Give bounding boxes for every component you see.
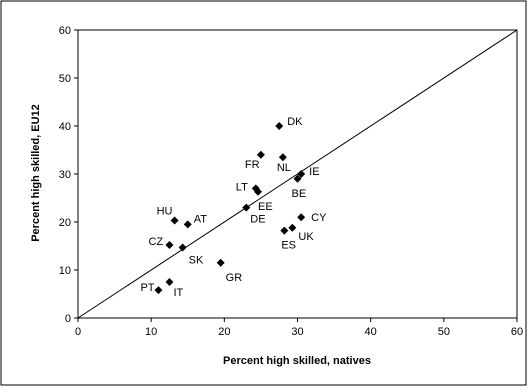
- data-point-ie: [297, 170, 306, 178]
- data-point-nl: [278, 153, 287, 162]
- point-label-cy: CY: [311, 212, 327, 224]
- point-label-at: AT: [194, 213, 208, 225]
- data-point-lt: [251, 184, 260, 193]
- point-label-it: IT: [173, 287, 183, 299]
- point-label-uk: UK: [298, 231, 314, 243]
- x-tick-label: 60: [511, 326, 523, 338]
- data-point-es: [280, 226, 289, 235]
- data-point-cz: [165, 241, 174, 250]
- y-tick-label: 40: [59, 121, 71, 133]
- point-label-pt: PT: [140, 282, 154, 294]
- data-point-hu: [170, 216, 179, 225]
- point-label-sk: SK: [189, 254, 204, 266]
- y-tick-label: 0: [65, 313, 71, 325]
- x-tick-label: 50: [438, 326, 450, 338]
- y-axis-title: Percent high skilled, EU12: [30, 104, 42, 242]
- data-point-dk: [275, 122, 284, 130]
- point-label-cz: CZ: [148, 236, 163, 248]
- x-axis-title: Percent high skilled, natives: [223, 355, 371, 367]
- point-label-dk: DK: [287, 116, 303, 128]
- y-tick-label: 30: [59, 169, 71, 181]
- data-point-de: [242, 203, 251, 212]
- y-tick-label: 60: [59, 25, 71, 37]
- point-label-lt: LT: [236, 181, 248, 193]
- data-point-fr: [256, 150, 265, 159]
- x-tick-label: 10: [145, 326, 157, 338]
- point-label-es: ES: [281, 240, 296, 252]
- axes-layer: 0 10 20 30 40 50 60 0 10 20 30 40 50 60: [59, 25, 523, 338]
- y-tick-label: 10: [59, 265, 71, 277]
- x-tick-label: 0: [75, 326, 81, 338]
- point-label-ee: EE: [258, 201, 273, 213]
- data-point-be: [293, 174, 302, 183]
- point-label-fr: FR: [245, 159, 260, 171]
- data-point-sk: [178, 243, 187, 252]
- data-point-pt: [154, 286, 163, 295]
- x-tick-label: 40: [365, 326, 377, 338]
- x-tick-label: 30: [291, 326, 303, 338]
- y-tick-label: 20: [59, 217, 71, 229]
- point-label-gr: GR: [226, 272, 243, 284]
- y-tick-label: 50: [59, 73, 71, 85]
- data-point-cy: [297, 213, 306, 222]
- point-label-ie: IE: [309, 166, 319, 178]
- data-point-gr: [216, 258, 225, 267]
- data-point-uk: [288, 223, 297, 232]
- point-label-be: BE: [292, 188, 307, 200]
- point-label-hu: HU: [157, 206, 173, 218]
- data-point-ee: [253, 187, 262, 196]
- point-label-de: DE: [250, 214, 265, 226]
- x-tick-label: 20: [218, 326, 230, 338]
- point-label-nl: NL: [277, 162, 291, 174]
- data-point-it: [165, 278, 174, 286]
- data-point-at: [183, 220, 192, 229]
